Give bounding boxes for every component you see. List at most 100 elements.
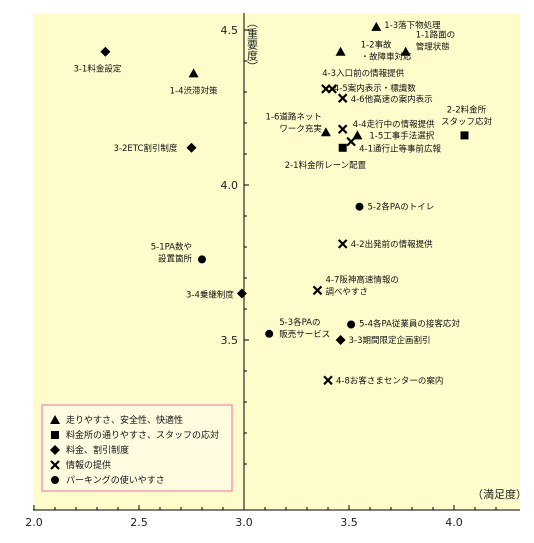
point-label-line: 3-3期間限定企画割引 [349, 335, 431, 346]
point-label: 2-2料金所スタッフ応対 [441, 104, 493, 127]
triangle-marker [320, 127, 331, 137]
point-label: 1-4渋滞対策 [170, 85, 218, 96]
point-label: 4-7阪神高速情報の調べやすさ [326, 274, 399, 297]
point-label-line: 3-4乗継制度 [186, 290, 234, 301]
point-label: 5-4各PA従業員の接客応対 [359, 319, 460, 330]
legend-box [41, 404, 233, 492]
point-label: 1-3落下物処理 [384, 20, 441, 31]
diamond-marker [50, 445, 60, 455]
point-label: 4-3入口前の情報提供 [322, 68, 404, 79]
point-label-line: 4-5案内表示・標識数 [334, 83, 416, 94]
point-label: 4-6他高速の案内表示 [351, 94, 433, 105]
point-label-line: 1-5工事手法選択 [369, 130, 434, 141]
point-label-line: 調べやすさ [326, 286, 369, 297]
circle-marker [198, 255, 206, 264]
point-label: 5-2各PAのトイレ [368, 202, 435, 213]
circle-marker [355, 202, 364, 211]
point-label-line: 5-2各PAのトイレ [368, 202, 435, 213]
point-label-line: 設置箇所 [158, 253, 193, 264]
point-label-line: 1-4渋滞対策 [170, 85, 218, 96]
point-label-line: 4-1通行止等事前広報 [359, 144, 441, 155]
square-marker [338, 143, 347, 152]
x-tick-label: 4.0 [445, 516, 463, 529]
point-label: 4-4走行中の情報提供 [353, 119, 435, 130]
point-label-line: 1-6道路ネット [266, 111, 322, 122]
point-label: 5-1PA数や設置箇所 [151, 241, 193, 264]
y-tick-label: 4.5 [221, 24, 239, 37]
series-group: 5-2各PAのトイレ 5-1PA数や設置箇所 5-4各PA従業員の接客応対 5-3各P… [151, 202, 461, 340]
diamond-marker [186, 142, 197, 153]
point-label: 3-1料金設定 [73, 64, 121, 75]
series-group: 3-1料金設定 3-2ETC割引制度 3-4乗継制度 3-3期間限定企画割引 [73, 46, 431, 346]
point-label-line: 2-2料金所 [447, 104, 487, 115]
cross-marker-stroke [337, 124, 348, 134]
point-label-line: 1-3落下物処理 [384, 20, 441, 31]
triangle-marker [188, 68, 199, 78]
point-label-line: 管理状態 [416, 42, 450, 53]
point-label-line: 販売サービス [279, 329, 330, 340]
point-label: 1-5工事手法選択 [369, 130, 434, 141]
point-label-line: ワーク充実 [279, 123, 322, 134]
x-tick-label: 3.0 [235, 516, 253, 529]
legend-label: 料金、割引制度 [66, 444, 129, 456]
point-label-line: 3-2ETC割引制度 [114, 143, 178, 154]
y-axis-title: （重要度） [246, 17, 259, 72]
point-label-line: 4-4走行中の情報提供 [353, 119, 435, 130]
cross-marker-stroke [50, 460, 60, 470]
circle-marker [265, 329, 274, 338]
point-label-line: 1-1路面の [416, 30, 455, 41]
point-label: 3-3期間限定企画割引 [349, 335, 431, 346]
axes [33, 13, 520, 511]
point-label: 1-6道路ネットワーク充実 [266, 111, 323, 134]
point-label-line: 5-4各PA従業員の接客応対 [359, 319, 460, 330]
diamond-marker [236, 288, 247, 299]
legend-label: 料金所の通りやすさ、スタッフの応対 [66, 429, 219, 441]
point-label-line: 4-8お客さまセンターの案内 [336, 375, 443, 386]
legend-label: パーキングの使いやすさ [66, 474, 165, 486]
triangle-marker [371, 21, 382, 31]
point-label-line: 1-2事故 [361, 40, 392, 51]
point-label-line: 3-1料金設定 [73, 64, 121, 75]
point-label-line: ・故障車対応 [361, 52, 413, 63]
legend: 走りやすさ、安全性、快適性料金所の通りやすさ、スタッフの応対料金、割引制度情報の… [41, 404, 233, 492]
triangle-marker [335, 46, 346, 56]
point-label: 2-1料金所レーン配置 [285, 160, 367, 171]
triangle-marker [50, 415, 60, 424]
circle-marker [347, 320, 356, 329]
point-label-line: 4-2出発前の情報提供 [351, 239, 433, 250]
cross-marker-stroke [337, 93, 348, 103]
square-marker [51, 431, 59, 439]
y-tick-label: 4.0 [221, 179, 239, 192]
point-label: 3-2ETC割引制度 [114, 143, 178, 154]
diamond-marker [335, 335, 346, 345]
cross-marker-stroke [346, 136, 356, 147]
x-tick-label: 2.5 [130, 516, 148, 529]
point-label: 4-1通行止等事前広報 [359, 144, 441, 155]
point-label-line: 4-6他高速の案内表示 [351, 94, 433, 105]
point-label: 3-4乗継制度 [186, 290, 234, 301]
triangle-marker [352, 130, 363, 140]
point-label-line: 4-3入口前の情報提供 [322, 68, 404, 79]
triangle-marker [400, 46, 411, 56]
cross-marker-stroke [337, 239, 348, 249]
point-label-line: 5-3各PAの [279, 317, 320, 328]
series-group: 2-2料金所スタッフ応対 2-1料金所レーン配置 [285, 104, 493, 170]
x-axis-title: （満足度） [472, 487, 527, 501]
cross-marker-stroke [323, 375, 333, 386]
point-label: 1-2事故・故障車対応 [361, 40, 413, 63]
cross-marker-stroke [321, 84, 331, 94]
square-marker [460, 131, 469, 140]
tick-labels: 2.0 2.5 3.0 3.5 4.0 3.5 4.0 4.5 [25, 24, 463, 529]
cross-marker-stroke [312, 285, 323, 296]
point-label-line: 2-1料金所レーン配置 [285, 160, 367, 171]
legend-label: 走りやすさ、安全性、快適性 [66, 414, 183, 426]
point-label-line: スタッフ応対 [441, 116, 493, 127]
x-tick-label: 3.5 [340, 516, 358, 529]
point-label-line: 4-7阪神高速情報の [326, 274, 399, 285]
x-tick-label: 2.0 [25, 516, 43, 529]
point-label: 4-8お客さまセンターの案内 [336, 375, 443, 386]
